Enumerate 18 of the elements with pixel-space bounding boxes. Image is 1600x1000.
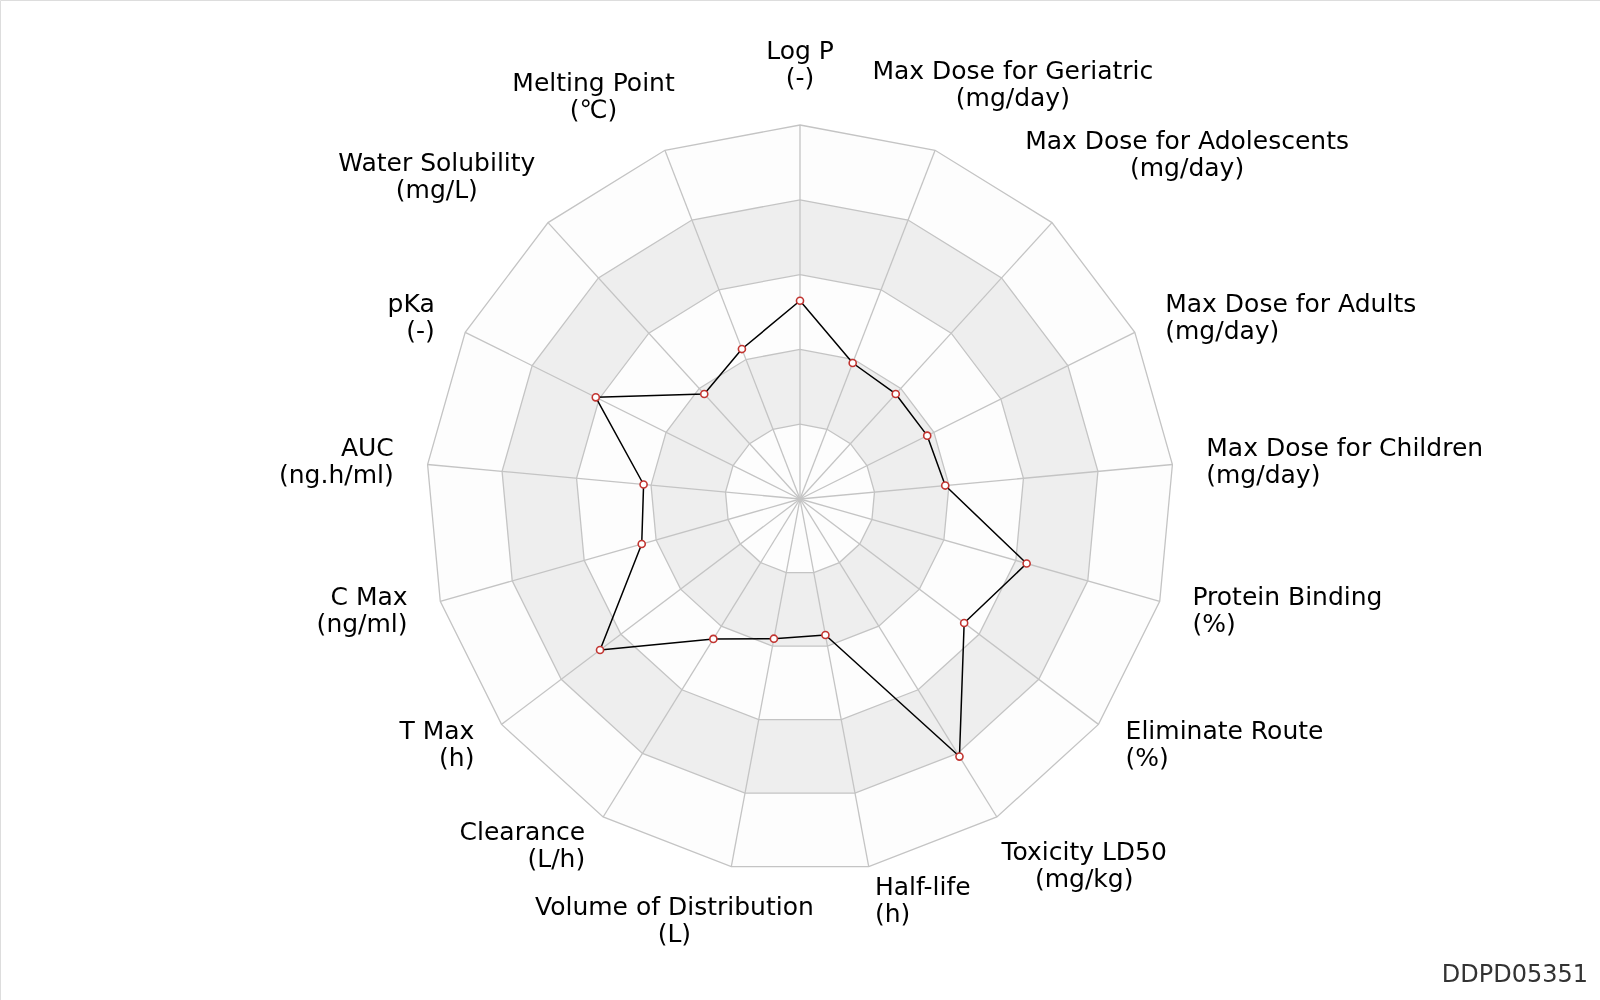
spoke-label: Toxicity LD50 (mg/kg) <box>1000 837 1167 894</box>
text: DDPD05351 <box>1441 960 1588 988</box>
spoke-label: Eliminate Route (%) <box>1125 716 1324 773</box>
spoke-label: Max Dose for Children (mg/day) <box>1206 432 1484 489</box>
spoke-label: Max Dose for Adolescents (mg/day) <box>1025 126 1349 183</box>
spoke-label: Volume of Distribution (L) <box>534 892 814 949</box>
spoke-label: Half-life (h) <box>874 871 971 928</box>
spoke-label: Max Dose for Adults (mg/day) <box>1165 288 1417 345</box>
spoke-label: Max Dose for Geriatric (mg/day) <box>872 55 1154 112</box>
spoke-label: T Max (h) <box>398 716 475 773</box>
spoke-label: AUC (ng.h/ml) <box>279 432 394 489</box>
spoke-label: Clearance (L/h) <box>459 817 586 874</box>
spoke-label: Log P (-) <box>766 36 834 92</box>
spoke-label: C Max (ng/ml) <box>316 582 408 639</box>
spoke-label: Melting Point (℃) <box>512 68 675 125</box>
spoke-label: pKa (-) <box>387 288 435 345</box>
spoke-label: Water Solubility (mg/L) <box>338 147 536 204</box>
spoke-label: Protein Binding (%) <box>1192 582 1383 639</box>
